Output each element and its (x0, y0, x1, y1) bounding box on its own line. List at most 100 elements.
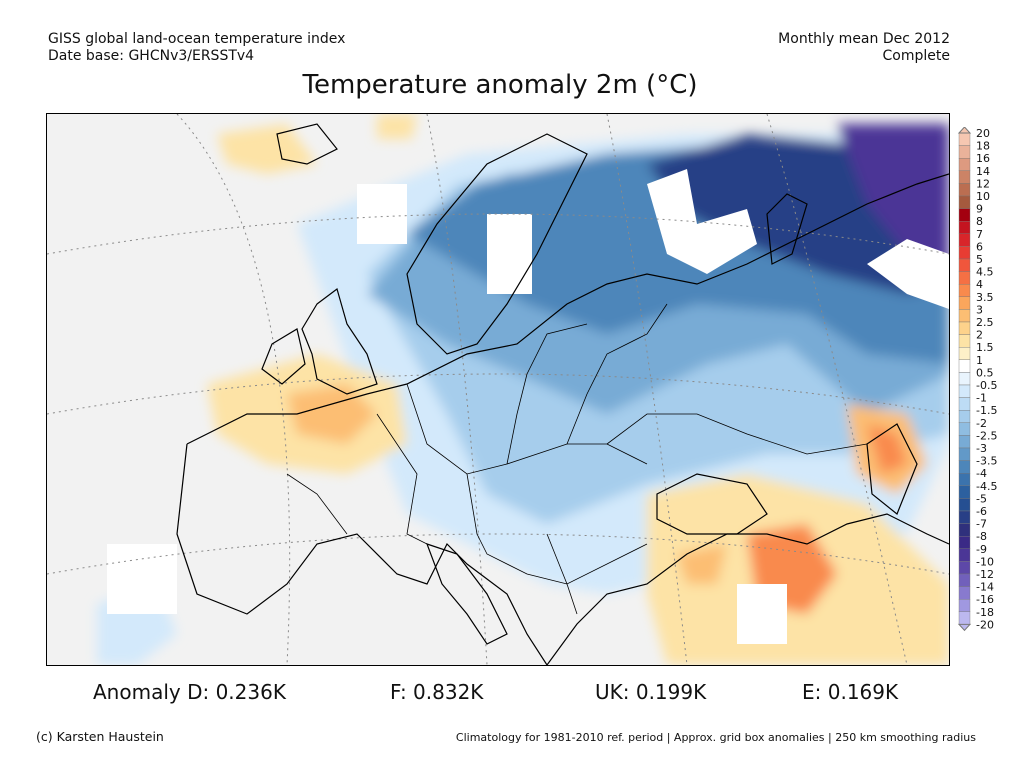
map-title: Temperature anomaly 2m (°C) (302, 70, 698, 100)
meridian (176, 114, 291, 665)
no-data-patches (107, 169, 949, 644)
legend-label: -8 (976, 530, 987, 543)
novaya-zemlya (766, 193, 808, 265)
legend-label: -5 (976, 492, 987, 505)
copyright: (c) Karsten Haustein (36, 729, 164, 744)
legend-label: -14 (976, 581, 994, 594)
legend-label: 8 (976, 215, 983, 228)
legend-swatch (958, 271, 971, 285)
legend-label: -20 (976, 618, 994, 631)
border-line (506, 323, 588, 465)
border-line (546, 533, 578, 615)
legend-label: 4.5 (976, 266, 994, 279)
border-line (376, 413, 428, 545)
legend-swatch (958, 397, 971, 411)
legend-swatch (958, 170, 971, 184)
legend-label: -10 (976, 555, 994, 568)
dataset-title: GISS global land-ocean temperature index (48, 31, 346, 47)
legend-label: 4 (976, 278, 983, 291)
anomaly-f: F: 0.832K (390, 680, 484, 704)
legend-arrow-top (957, 126, 972, 134)
anomaly-map (46, 113, 950, 666)
legend-swatch (958, 573, 971, 587)
meridian (426, 114, 488, 665)
anomaly-e: E: 0.169K (802, 680, 899, 704)
legend-label: 5 (976, 253, 983, 266)
legend-swatch (958, 586, 971, 600)
legend-label: 6 (976, 240, 983, 253)
legend-svg: 201816141210987654.543.532.521.510.5-0.5… (957, 126, 997, 632)
legend-swatch (958, 246, 971, 260)
legend-label: -18 (976, 606, 994, 619)
border-line (566, 303, 668, 445)
legend-label: 7 (976, 228, 983, 241)
warm-north2-region (377, 114, 417, 139)
legend-label: -3 (976, 442, 987, 455)
legend-swatch (958, 359, 971, 373)
methodology-note: Climatology for 1981-2010 ref. period | … (455, 731, 976, 744)
legend-label: 18 (976, 140, 990, 153)
legend-label: -2.5 (976, 429, 997, 442)
period-label: Monthly mean Dec 2012 (778, 31, 950, 47)
ireland (261, 328, 306, 385)
legend-swatch (958, 233, 971, 247)
legend-label: -1 (976, 392, 987, 405)
legend-label: 14 (976, 165, 990, 178)
legend-swatch (958, 296, 971, 310)
warm-west-core (287, 384, 377, 444)
legend-label: 20 (976, 127, 990, 140)
legend-swatch (958, 410, 971, 424)
italy (425, 543, 508, 645)
legend-swatch (958, 258, 971, 272)
legend-label: 2.5 (976, 316, 994, 329)
anomaly-d: Anomaly D: 0.236K (93, 680, 286, 704)
legend-swatch (958, 485, 971, 499)
legend-swatch (958, 498, 971, 512)
legend-arrow-bottom (957, 623, 972, 632)
no-data-patch (647, 169, 757, 274)
legend-swatch (958, 435, 971, 449)
graticule (47, 114, 949, 665)
legend-label: -9 (976, 543, 987, 556)
caspian-sea (866, 423, 918, 515)
legend-label: 16 (976, 152, 990, 165)
warm-east-core (867, 424, 907, 474)
legend-label: -7 (976, 518, 987, 531)
legend-swatch (958, 611, 971, 625)
iceland (276, 123, 338, 165)
country-borders (286, 303, 868, 615)
legend-label: -12 (976, 568, 994, 581)
legend-swatch (958, 447, 971, 461)
legend-swatch (958, 536, 971, 550)
great-britain (301, 287, 378, 395)
legend-swatch (958, 599, 971, 613)
legend-swatch (958, 158, 971, 172)
legend-swatch (958, 208, 971, 222)
color-legend: 20 18 16 14 12 10 9 8 7 6 5 4.5 4 3.5 3 2.5 2 1.5 1 0.5 -0.5… (956, 126, 1024, 652)
legend-swatch (958, 473, 971, 487)
legend-label: 3 (976, 303, 983, 316)
no-data-patch (867, 239, 949, 309)
parallel (47, 213, 949, 255)
border-line (466, 473, 648, 585)
legend-swatch (958, 145, 971, 159)
legend-swatch (958, 321, 971, 335)
legend-label: -16 (976, 593, 994, 606)
legend-swatch (958, 460, 971, 474)
legend-label: -2 (976, 417, 987, 430)
legend-label: -4 (976, 467, 987, 480)
legend-swatch (958, 334, 971, 348)
border-line (286, 473, 348, 535)
legend-swatch (958, 384, 971, 398)
map-svg (47, 114, 949, 665)
meridian (606, 114, 688, 665)
legend-swatch (958, 346, 971, 360)
legend-label: 0.5 (976, 366, 994, 379)
black-sea-coast (546, 513, 949, 665)
parallel (47, 373, 949, 415)
legend-swatch (958, 548, 971, 562)
legend-swatch (958, 132, 971, 146)
coastlines (176, 123, 949, 665)
legend-label: 3.5 (976, 291, 994, 304)
legend-swatch (958, 309, 971, 323)
